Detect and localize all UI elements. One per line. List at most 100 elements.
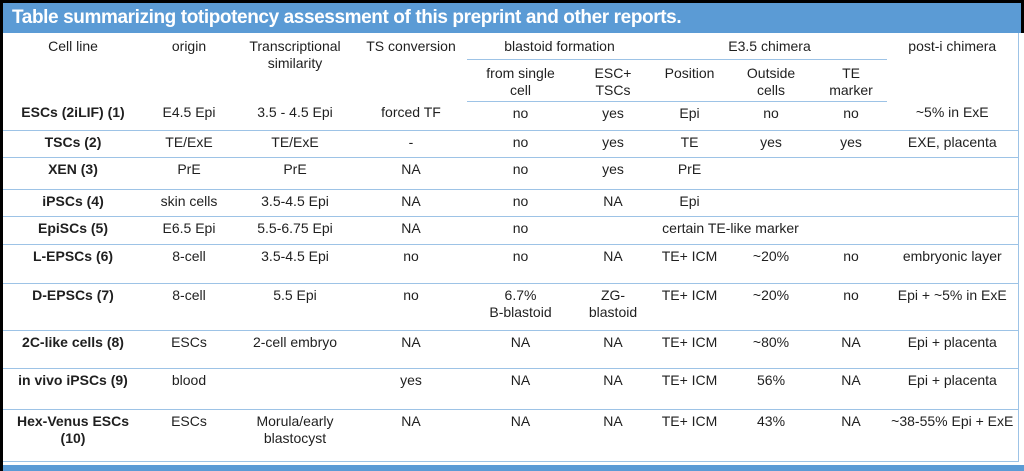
cell-te-marker: yes <box>815 129 888 157</box>
cell-ts-conversion: no <box>355 282 467 330</box>
cell-ts-conversion: forced TF <box>381 104 441 120</box>
cell-line: EpiSCs (5) <box>3 215 143 244</box>
cell-from-single-cell: no <box>467 129 574 157</box>
table-row-l-epscs: L-EPSCs (6) 8-cell 3.5-4.5 Epi no no NA … <box>3 243 1019 283</box>
cell-line: D-EPSCs (7) <box>3 282 143 330</box>
cell-position: TE+ ICM <box>652 408 728 462</box>
cell-transcriptional-similarity: Morula/early blastocyst <box>235 408 355 462</box>
totipotency-table: Cell line origin Transcriptional similar… <box>3 33 1019 462</box>
cell-esc-tscs: yes <box>574 129 653 157</box>
cell-outside-cells <box>727 188 816 216</box>
column-header-outside-cells: Outside cells <box>727 59 816 102</box>
cell-ts-conversion: NA <box>355 215 467 244</box>
cell-transcriptional-similarity <box>235 367 355 409</box>
table-row-hex-venus-escs: Hex-Venus ESCs (10) ESCs Morula/early bl… <box>3 408 1019 462</box>
cell-origin: TE/ExE <box>143 129 235 157</box>
cell-transcriptional-similarity: 3.5-4.5 Epi <box>235 188 355 216</box>
cell-from-single-cell: 6.7% B-blastoid <box>467 282 574 330</box>
cell-line: TSCs (2) <box>3 129 143 157</box>
cell-esc-tscs: yes <box>574 156 653 189</box>
cell-ts-conversion: NA <box>355 188 467 216</box>
cell-line: Hex-Venus ESCs (10) <box>3 408 143 462</box>
column-header-post-i-chimera: post-i chimera <box>887 33 1019 101</box>
cell-transcriptional-similarity: 3.5 - 4.5 Epi <box>257 104 333 120</box>
cell-position: PrE <box>652 156 728 189</box>
cell-post-i-chimera: embryonic layer <box>887 243 1019 283</box>
column-header-transcriptional-similarity: Transcriptional similarity <box>249 38 341 72</box>
cell-outside-cells <box>727 156 816 189</box>
cell-origin: ESCs <box>143 408 235 462</box>
table-row-tscs: TSCs (2) TE/ExE TE/ExE - no yes TE yes y… <box>3 129 1019 157</box>
cell-post-i-chimera <box>887 188 1019 216</box>
group-header-row: Cell line origin Transcriptional similar… <box>3 33 1019 101</box>
cell-post-i-chimera <box>887 215 1019 244</box>
cell-post-i-chimera: ~38-55% Epi + ExE <box>887 408 1019 462</box>
cell-origin: skin cells <box>143 188 235 216</box>
cell-esc-tscs: NA <box>574 408 653 462</box>
cell-position: Epi <box>652 188 728 216</box>
cell-te-marker: no <box>843 104 859 121</box>
table-row-2c-like-cells: 2C-like cells (8) ESCs 2-cell embryo NA … <box>3 329 1019 368</box>
cell-from-single-cell: no <box>467 156 574 189</box>
sub-header-row: from single cell ESC+ TSCs Position Outs… <box>3 59 1018 102</box>
cell-from-single-cell: no <box>467 243 574 283</box>
cell-esc-tscs: NA <box>574 243 653 283</box>
column-header-esc-tscs: ESC+ TSCs <box>574 59 653 102</box>
table-body: ESCs (2iLIF) (1) E4.5 Epi 3.5 - 4.5 Epi … <box>3 101 1019 462</box>
title-bar: Table summarizing totipotency assessment… <box>3 3 1024 33</box>
cell-line: in vivo iPSCs (9) <box>3 367 143 409</box>
cell-ts-conversion: NA <box>355 329 467 368</box>
cell-ts-conversion: - <box>355 129 467 157</box>
page-title: Table summarizing totipotency assessment… <box>12 7 682 28</box>
cell-te-marker: no <box>815 243 888 283</box>
table-row-d-epscs: D-EPSCs (7) 8-cell 5.5 Epi no 6.7% B-bla… <box>3 282 1019 330</box>
cell-transcriptional-similarity: 5.5-6.75 Epi <box>235 215 355 244</box>
table-row-ipscs: iPSCs (4) skin cells 3.5-4.5 Epi NA no N… <box>3 188 1019 216</box>
column-header-ts-conversion: TS conversion <box>366 38 456 54</box>
cell-position: Epi <box>679 104 700 121</box>
cell-outside-cells: ~20% <box>727 282 816 330</box>
table-row-escs-2ilif: ESCs (2iLIF) (1) E4.5 Epi 3.5 - 4.5 Epi … <box>3 101 1019 130</box>
cell-from-single-cell: no <box>512 104 529 121</box>
cell-line: ESCs (2iLIF) (1) <box>21 104 125 120</box>
cell-origin: 8-cell <box>143 243 235 283</box>
cell-origin: E6.5 Epi <box>143 215 235 244</box>
cell-post-i-chimera: ~5% in ExE <box>887 101 1019 130</box>
cell-te-marker <box>815 156 888 189</box>
cell-position: TE+ ICM <box>652 282 728 330</box>
table-header: Cell line origin Transcriptional similar… <box>3 33 1019 102</box>
cell-position: TE+ ICM <box>652 329 728 368</box>
cell-merged-note: certain TE-like marker <box>574 215 888 244</box>
cell-ts-conversion: no <box>355 243 467 283</box>
cell-outside-cells: no <box>763 104 779 121</box>
cell-ts-conversion: yes <box>355 367 467 409</box>
cell-outside-cells: ~20% <box>727 243 816 283</box>
cell-esc-tscs: NA <box>574 188 653 216</box>
cell-transcriptional-similarity: 3.5-4.5 Epi <box>235 243 355 283</box>
cell-ts-conversion: NA <box>355 408 467 462</box>
cell-line: 2C-like cells (8) <box>3 329 143 368</box>
cell-outside-cells: yes <box>727 129 816 157</box>
cell-origin: E4.5 Epi <box>162 104 216 120</box>
cell-line: iPSCs (4) <box>3 188 143 216</box>
cell-outside-cells: 56% <box>727 367 816 409</box>
column-header-cell-line: Cell line <box>48 38 98 54</box>
cell-post-i-chimera <box>887 156 1019 189</box>
cell-position: TE+ ICM <box>652 243 728 283</box>
cell-outside-cells: ~80% <box>727 329 816 368</box>
cell-esc-tscs: NA <box>574 329 653 368</box>
cell-esc-tscs: NA <box>574 367 653 409</box>
group-header-blastoid-formation: blastoid formation <box>467 33 653 60</box>
cell-post-i-chimera: Epi + placenta <box>887 329 1019 368</box>
column-header-position: Position <box>652 59 728 102</box>
cell-transcriptional-similarity: PrE <box>235 156 355 189</box>
cell-esc-tscs: yes <box>602 104 624 121</box>
cell-te-marker: NA <box>815 408 888 462</box>
cell-ts-conversion: NA <box>355 156 467 189</box>
cell-te-marker: NA <box>815 367 888 409</box>
cell-position: TE <box>652 129 728 157</box>
cell-from-single-cell: NA <box>467 367 574 409</box>
cell-from-single-cell: no <box>467 215 574 244</box>
cell-line: XEN (3) <box>3 156 143 189</box>
